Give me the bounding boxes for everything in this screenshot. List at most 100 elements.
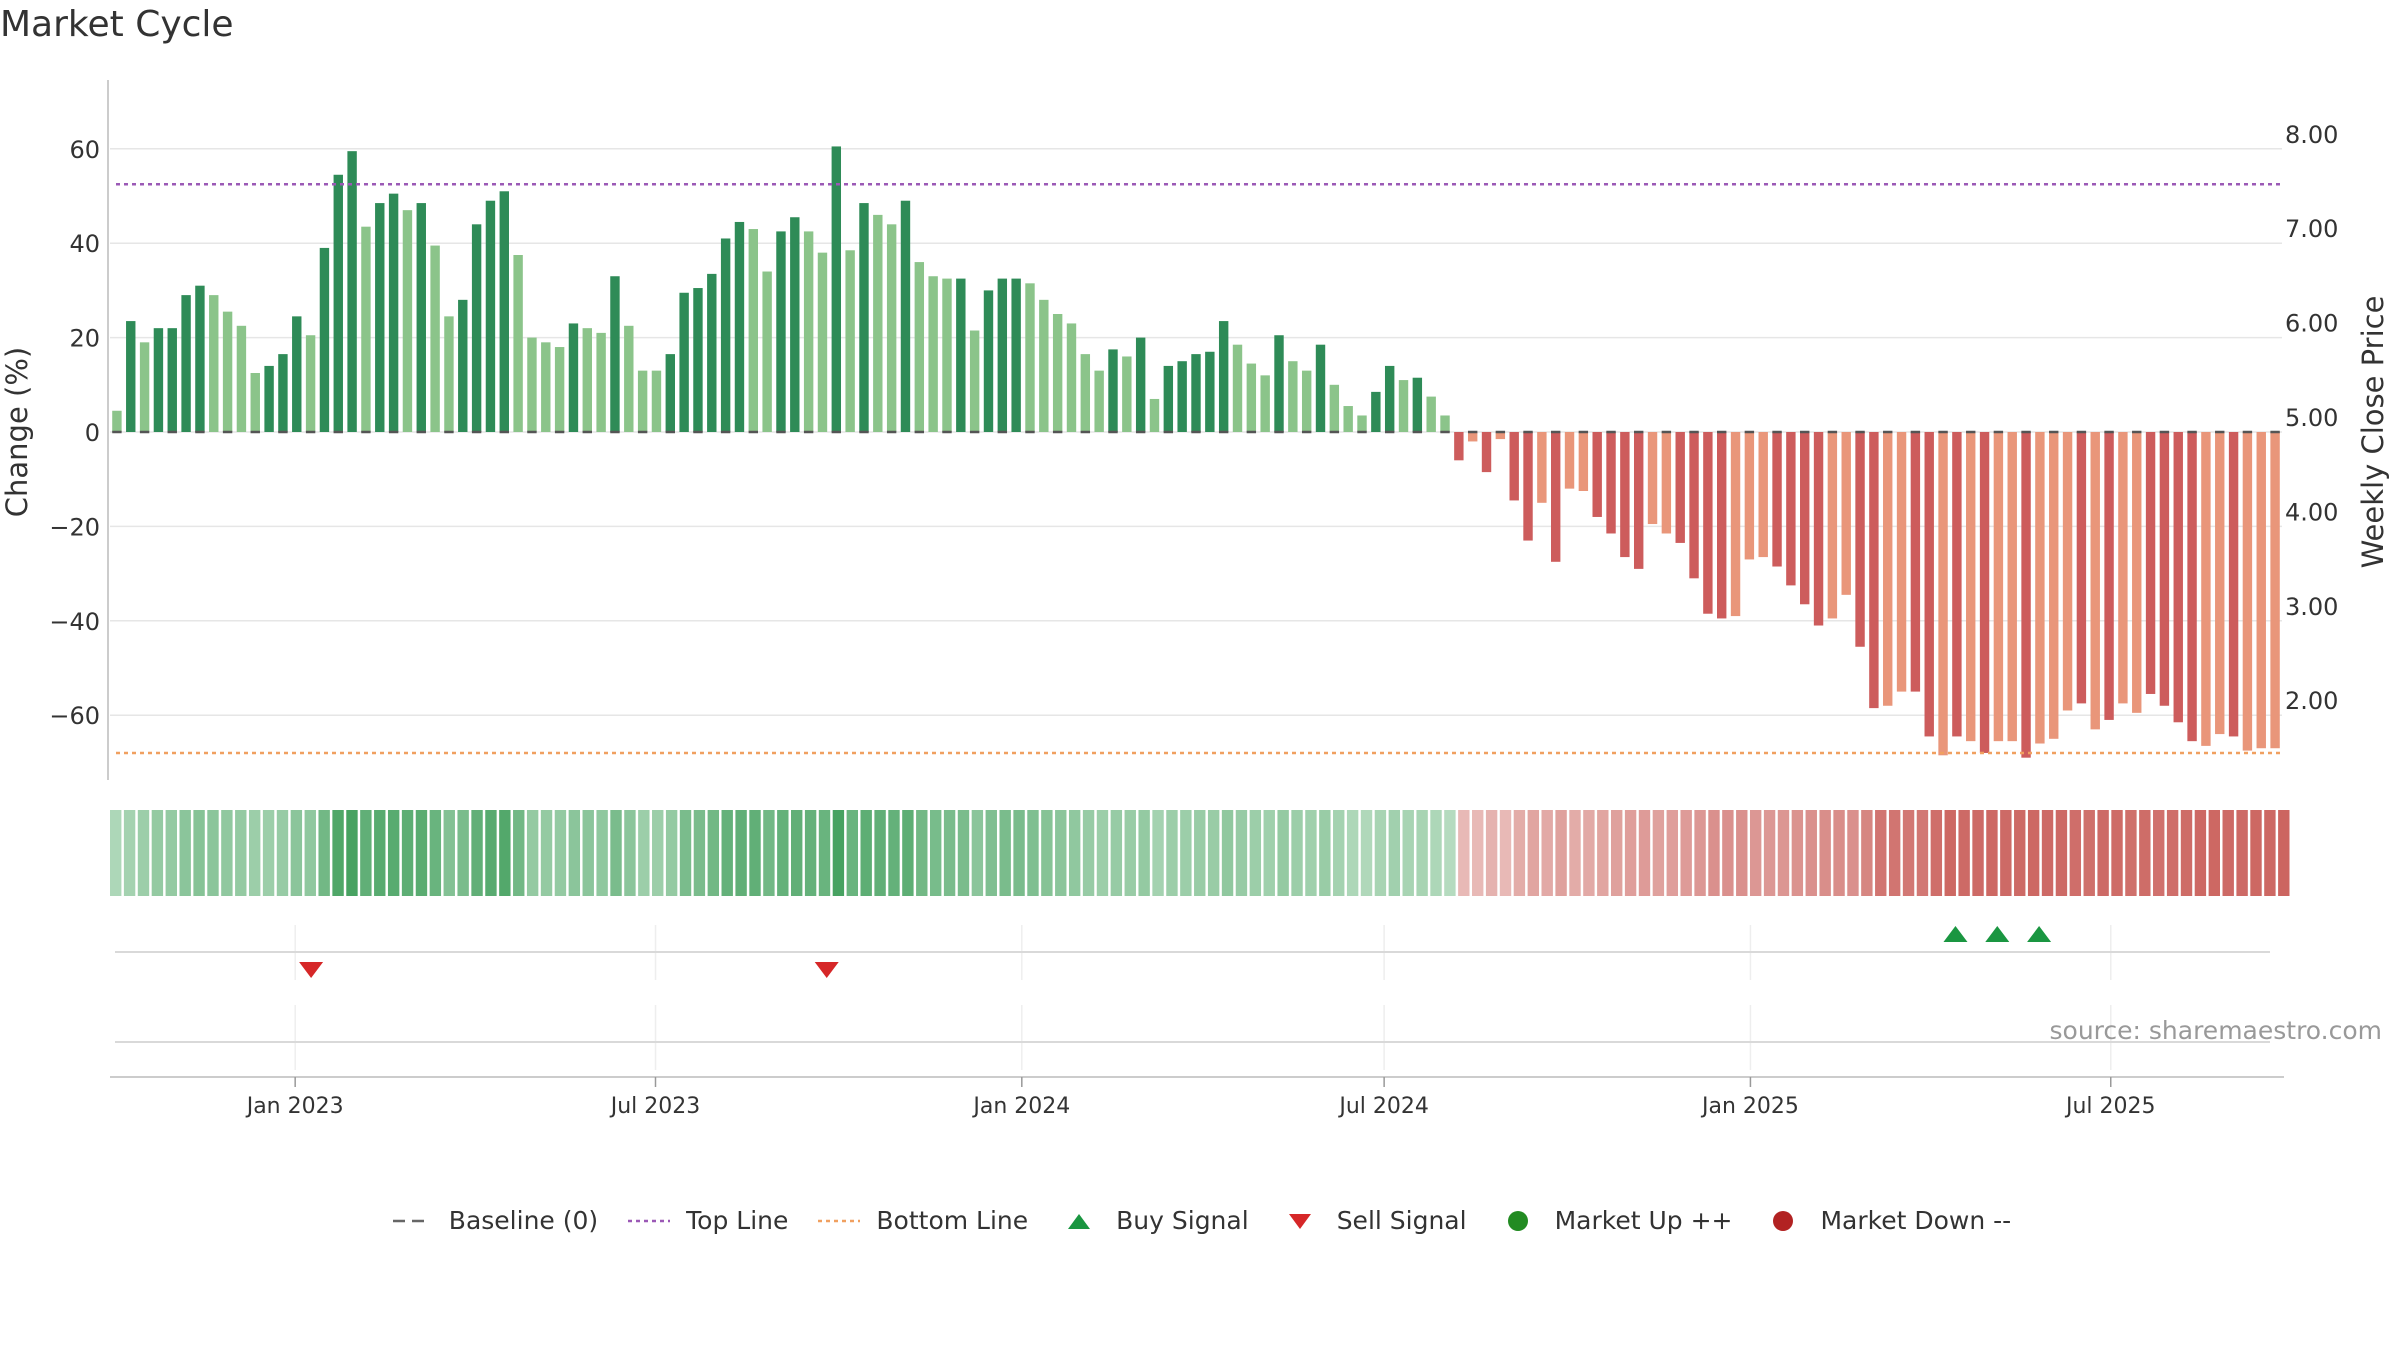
- bar: [388, 193, 399, 432]
- bar: [873, 214, 883, 432]
- heat-cell: [1569, 810, 1581, 896]
- circle-icon: [1773, 1210, 1794, 1231]
- heat-cell: [1485, 810, 1498, 896]
- heat-cell: [999, 810, 1011, 896]
- bar: [1523, 432, 1533, 541]
- heat-cell: [1610, 810, 1623, 896]
- heat-cell: [2000, 810, 2012, 896]
- heat-cell: [2250, 810, 2262, 896]
- buy-signal-marker: [1985, 926, 2010, 942]
- bar: [817, 252, 828, 432]
- bar: [222, 311, 233, 432]
- heat-cell: [1958, 810, 1970, 896]
- heat-cell: [1388, 810, 1401, 896]
- bar: [1883, 432, 1893, 706]
- heat-cell: [804, 810, 817, 896]
- bar: [942, 278, 952, 432]
- heat-cell: [1333, 810, 1345, 896]
- bar: [1827, 432, 1838, 619]
- sell-signal-marker: [299, 962, 324, 978]
- bar: [1717, 432, 1727, 619]
- bar: [1163, 365, 1174, 432]
- bar: [1412, 377, 1423, 432]
- heat-cell: [374, 810, 386, 896]
- heat-cell: [1902, 810, 1915, 896]
- bar-series: [112, 146, 2280, 758]
- heat-cell: [332, 810, 344, 896]
- bar: [139, 342, 150, 432]
- bar: [2256, 432, 2266, 749]
- bar: [1869, 432, 1879, 709]
- heat-cell: [1833, 810, 1845, 896]
- heat-cell: [1110, 810, 1123, 896]
- bar: [2062, 432, 2073, 711]
- heat-cell: [2194, 810, 2207, 896]
- bar: [914, 262, 925, 432]
- bar: [1509, 432, 1519, 501]
- heat-cell: [971, 810, 984, 896]
- x-tick-label: Jul 2023: [609, 1094, 701, 1119]
- bar: [1758, 432, 1768, 558]
- heat-cell: [1652, 810, 1665, 896]
- bar: [720, 238, 731, 432]
- heat-cell: [1944, 810, 1956, 896]
- heat-cell: [2083, 810, 2095, 896]
- heat-cell: [443, 810, 455, 896]
- bar: [1218, 321, 1229, 432]
- bar: [1564, 432, 1575, 489]
- heat-cell: [610, 810, 622, 896]
- heat-cell: [304, 810, 316, 896]
- y-tick-label: 0: [85, 419, 100, 447]
- heat-cell: [2222, 810, 2234, 896]
- bar: [333, 174, 343, 432]
- heat-cell: [2041, 810, 2054, 896]
- heat-cell: [1124, 810, 1136, 896]
- heat-cell: [2097, 810, 2109, 896]
- bar: [181, 295, 191, 432]
- bar: [748, 229, 759, 432]
- bar: [776, 231, 786, 432]
- y2-axis-title: Weekly Close Price: [2356, 296, 2390, 569]
- bar: [1952, 432, 1962, 737]
- heat-cell: [248, 810, 261, 896]
- heat-cell: [2180, 810, 2193, 896]
- heat-cell: [832, 810, 845, 896]
- heat-cell: [763, 810, 775, 896]
- bar: [1025, 283, 1035, 432]
- bar: [693, 288, 703, 432]
- buy-signal-marker: [1943, 926, 1968, 942]
- heat-cell: [1194, 810, 1206, 896]
- bar: [1689, 432, 1699, 579]
- bar: [1066, 323, 1077, 432]
- heat-cell: [1680, 810, 1692, 896]
- heat-cell: [165, 810, 177, 896]
- bar: [1011, 278, 1021, 432]
- y2-tick-label: 6.00: [2285, 310, 2338, 338]
- heat-cell: [1916, 810, 1929, 896]
- bar: [1966, 432, 1976, 742]
- heat-cell: [1819, 810, 1831, 896]
- bar: [471, 224, 482, 432]
- legend-item: Buy Signal: [1056, 1206, 1249, 1235]
- bar: [582, 328, 592, 432]
- bar: [430, 245, 440, 432]
- bar: [292, 316, 302, 432]
- heat-cell: [1096, 810, 1109, 896]
- triangle-up-icon: [1068, 1213, 1091, 1229]
- bar: [1357, 415, 1367, 432]
- heat-cell: [888, 810, 900, 896]
- signal-panel: [115, 926, 2270, 1043]
- bar: [983, 290, 994, 432]
- bar: [209, 295, 219, 432]
- heat-cell: [693, 810, 706, 896]
- heat-cell: [596, 810, 608, 896]
- legend-label: Market Down --: [1820, 1206, 2012, 1235]
- bar: [790, 217, 800, 432]
- heat-cell: [485, 810, 497, 896]
- legend-item: Baseline (0): [389, 1206, 598, 1235]
- bar: [2201, 432, 2211, 746]
- circle-icon: [1507, 1210, 1528, 1231]
- bar: [1301, 370, 1312, 432]
- heat-cell: [1499, 810, 1512, 896]
- bar: [153, 328, 164, 432]
